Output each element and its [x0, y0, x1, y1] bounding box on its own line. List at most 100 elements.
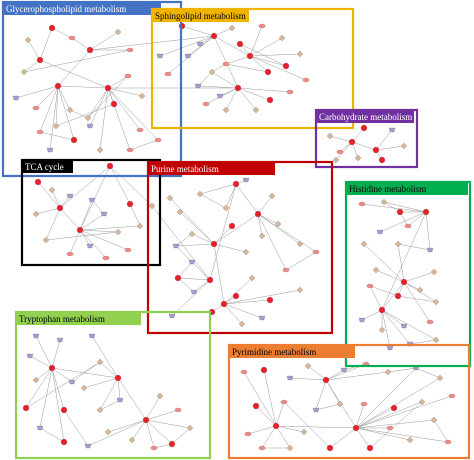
metabolite-node: [272, 422, 280, 430]
compound-node: [136, 127, 144, 133]
protein-node: [116, 397, 124, 403]
network-edge: [45, 207, 61, 241]
metabolite-node: [56, 204, 64, 212]
network-edge: [433, 419, 449, 443]
gene-node: [436, 374, 444, 382]
network-edge: [285, 251, 317, 271]
protein-node: [286, 375, 294, 381]
network-edge: [255, 405, 277, 427]
network-edge: [25, 367, 53, 409]
network-edge: [381, 309, 437, 341]
gene-node: [20, 68, 28, 76]
network-edge: [257, 213, 317, 253]
network-edge: [257, 213, 279, 225]
protein-node: [86, 243, 94, 249]
network-edge: [71, 361, 101, 383]
metabolite-node: [232, 180, 240, 188]
network-edge: [363, 243, 405, 283]
gene-node: [432, 298, 440, 306]
protein-node: [184, 53, 192, 59]
network-edge: [397, 243, 431, 251]
network-edge: [83, 377, 119, 389]
network-edge: [51, 27, 73, 39]
network-edge: [355, 367, 417, 429]
network-edge: [375, 145, 405, 151]
network-edge: [199, 183, 237, 195]
compound-node: [302, 77, 310, 83]
gene-node: [188, 230, 196, 238]
gene-node: [326, 132, 334, 140]
network-edge: [225, 183, 237, 209]
gene-node: [378, 326, 386, 334]
protein-node: [216, 93, 224, 99]
metabolite-node: [254, 210, 262, 218]
network-edge: [397, 295, 437, 303]
metabolite-node: [104, 84, 112, 92]
metabolite-node: [36, 56, 44, 64]
network-edge: [107, 87, 159, 141]
network-edge: [257, 213, 263, 237]
compound-node: [258, 445, 266, 451]
network-edge: [171, 427, 191, 445]
module-label: Sphingolipid metabolism: [155, 11, 246, 21]
network-edge: [51, 367, 65, 411]
network-edge: [381, 309, 405, 327]
network-edge: [325, 379, 341, 405]
network-edge: [79, 213, 105, 231]
network-edge: [381, 309, 411, 345]
network-edge: [213, 243, 247, 253]
network-edge: [275, 401, 285, 427]
network-edge: [35, 85, 59, 109]
network-edge: [249, 55, 287, 67]
compound-node: [174, 407, 182, 413]
protein-node: [426, 247, 434, 253]
module-label: Pyrimidine metabolism: [232, 347, 316, 357]
compound-node: [358, 201, 366, 207]
network-edge: [355, 419, 435, 429]
gene-node: [32, 376, 40, 384]
gene-node: [166, 194, 174, 202]
network-edge: [239, 43, 287, 67]
network-edge: [51, 339, 61, 369]
compound-node: [154, 137, 162, 143]
network-edge: [55, 103, 115, 127]
metabolite-node: [390, 404, 398, 412]
gene-node: [304, 362, 312, 370]
network-edge: [209, 183, 237, 281]
gene-node: [354, 154, 362, 162]
network-edge: [35, 367, 53, 381]
gene-node: [372, 266, 380, 274]
network-edge: [181, 25, 215, 37]
module-label: TCA cycle: [25, 162, 64, 172]
network-edge: [403, 271, 435, 283]
network-edge: [57, 85, 71, 111]
metabolite-node: [232, 292, 240, 300]
compound-node: [426, 319, 434, 325]
network-edge: [177, 277, 195, 293]
network-edge: [35, 207, 61, 215]
protein-node: [386, 345, 394, 351]
network-edge: [219, 87, 239, 97]
protein-node: [376, 229, 384, 235]
metabolite-node: [422, 208, 430, 216]
compound-node: [150, 445, 158, 451]
gene-node: [300, 428, 308, 436]
metabolite-node: [366, 444, 374, 452]
gene-node: [296, 240, 304, 248]
network-edge: [87, 419, 147, 447]
compound-node: [124, 247, 132, 253]
network-edge: [289, 377, 327, 381]
network-edge: [37, 181, 61, 209]
metabolite-node: [326, 444, 334, 452]
gene-node: [32, 210, 40, 218]
network-edge: [257, 213, 301, 245]
gene-node: [432, 336, 440, 344]
compound-node: [444, 439, 452, 445]
network-edge: [355, 395, 453, 429]
network-edge: [57, 49, 91, 87]
module-label-bg: [22, 160, 73, 173]
protein-node: [358, 317, 366, 323]
protein-node: [188, 259, 196, 265]
gene-node: [286, 444, 294, 452]
